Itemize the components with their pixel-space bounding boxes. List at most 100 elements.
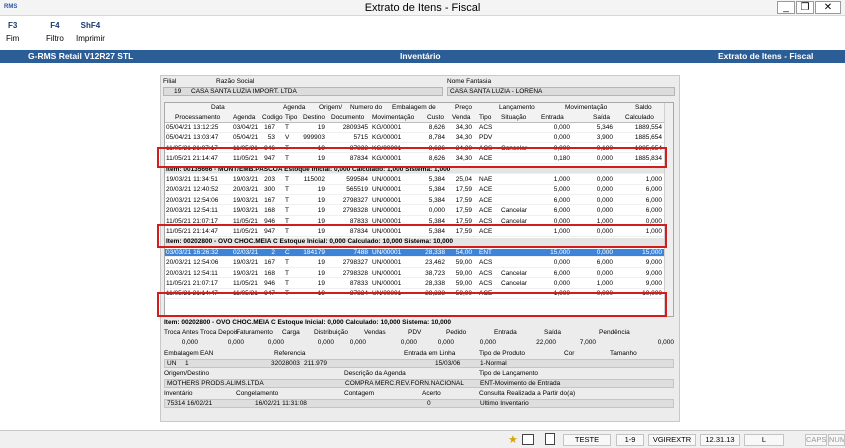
cell: UN/00001 [372,196,402,204]
cell: 0,000 [596,176,613,183]
group-header-row[interactable]: Item: 00135666 - MONT/EMB.PASCOA Estoque… [165,165,665,175]
table-row[interactable]: 11/05/21 21:07:17 11/05/21 946 T 19 87833 UN/0… [165,280,665,289]
col-entrada[interactable]: Entrada [541,114,564,121]
cell: 19 [317,186,325,194]
origem-row: MOTHERS PRODS.ALIMS.LTDA COMPRA MERC.REV… [164,379,674,388]
table-row[interactable]: 11/05/21 21:14:47 11/05/21 947 T 19 87834 KG/0… [165,155,665,164]
col-movimentacao[interactable]: Movimentação [372,114,415,121]
cell: 19 [317,280,325,287]
window-titlebar: RMS Extrato de Itens - Fiscal _ ❐ ✕ [0,0,845,16]
fim-button[interactable]: F3 Fim [6,21,20,43]
table-row[interactable]: 03/03/21 16:26:32 02/03/21 2 C 184179 7488 UN/… [165,248,665,258]
table-row[interactable]: 20/03/21 12:54:11 19/03/21 168 T 19 2798328 UN… [165,207,665,216]
cell: T [285,259,289,267]
cell: 1,000 [596,280,613,287]
cell: 6,000 [596,259,613,267]
cell: 0,000 [428,207,445,215]
cell: 9,000 [645,280,662,287]
col-codigo[interactable]: Codigo [262,114,283,121]
cell: 34,30 [455,155,472,163]
cell: 0,000 [596,196,613,204]
cell: T [285,155,289,163]
cell: 87834 [349,228,368,235]
module-title: Inventário [400,51,441,61]
close-button[interactable]: ✕ [815,1,841,14]
col-tipo[interactable]: Tipo [285,114,298,121]
movimentos-grid[interactable]: Data Agenda Origem/ Numero do Embalagem … [164,102,674,317]
col-custo[interactable]: Custo [427,114,444,121]
cell: 19 [317,196,325,204]
cell: 5,000 [553,186,570,194]
imprimir-button[interactable]: ShF4 Imprimir [76,21,105,43]
star-icon[interactable]: ★ [508,434,518,446]
cell: 19/03/21 [233,269,259,277]
col-processamento[interactable]: Processamento [175,114,221,121]
restore-button[interactable]: ❐ [796,1,814,14]
cell: 203 [264,176,275,183]
cell: 599584 [346,176,368,183]
cell: ACS [479,259,493,267]
col-situacao[interactable]: Situação [501,114,527,121]
clipboard-icon[interactable] [545,433,555,445]
table-row[interactable]: 19/03/21 11:34:51 19/03/21 203 T 115002 59958… [165,176,665,185]
cell: 19 [317,124,325,131]
table-row[interactable]: 20/03/21 12:54:06 19/03/21 167 T 19 2798327 UN… [165,259,665,268]
cell: 300 [264,186,275,194]
table-row[interactable]: 20/03/21 12:54:06 19/03/21 167 T 19 2798327 UN… [165,197,665,206]
cell: ENT [479,248,492,256]
status-caps: CAPS [805,434,827,446]
entrada-linha-value: 15/03/06 [435,360,461,367]
col-agenda[interactable]: Agenda [233,114,256,121]
cell: 03/03/21 16:26:32 [166,248,219,256]
cell: 8,626 [428,155,445,163]
col-destino[interactable]: Destino [303,114,326,121]
cell: 19/03/21 11:34:51 [166,176,218,183]
summary-label: Troca Depois [200,329,239,336]
col-saida[interactable]: Saída [593,114,610,121]
table-row[interactable]: 20/03/21 12:40:52 20/03/21 300 T 19 565519 UN/… [165,186,665,195]
filial-field[interactable]: 19 CASA SANTA LUZIA IMPORT. LTDA [163,87,443,96]
descricao-label: Descrição da Agenda [344,370,406,377]
status-program: VGIREXTR [648,434,696,446]
cell: 999903 [303,134,325,142]
filtro-button[interactable]: F4 Filtro [46,21,64,43]
consulta-label: Consulta Realizada a Partir do(a) [479,390,576,397]
table-row[interactable]: 11/05/21 21:14:47 11/05/21 947 T 19 87834 UN/0… [165,228,665,237]
status-mode: L [744,434,784,446]
col-calculado[interactable]: Calculado [625,114,654,121]
hdr-group-saldo: Saldo [635,104,652,111]
cell: T [285,269,289,277]
congelamento-label: Congelamento [236,390,279,397]
cell: ACS [479,269,493,277]
cell: 167 [264,124,275,131]
table-row[interactable]: 05/04/21 13:12:25 03/04/21 167 T 19 2809345 KG… [165,124,665,133]
cell: 19 [317,269,325,277]
hdr-group-origem: Origem/ [319,104,343,111]
cell: 03/04/21 [233,124,259,131]
cell: 0,000 [553,259,570,267]
cell: ACE [479,228,493,235]
cell: 168 [264,207,275,215]
app-logo: RMS [4,4,18,10]
col-documento[interactable]: Documento [331,114,365,121]
cell: 1,000 [553,228,570,235]
minimize-button[interactable]: _ [777,1,795,14]
col-venda[interactable]: Venda [452,114,471,121]
cell: 3,900 [596,134,613,142]
cell: 6,000 [553,269,570,277]
extrato-panel: Filial Razão Social Nome Fantasia 19 CAS… [157,75,680,422]
grid-scrollbar[interactable] [664,103,673,316]
cell: Cancelar [501,269,528,277]
monitor-icon[interactable] [522,434,534,445]
cell: 6,000 [553,207,570,215]
cell: 167 [264,196,275,204]
cell: 5,346 [596,124,613,131]
cell: 19 [317,207,325,215]
table-row[interactable]: 05/04/21 13:03:47 05/04/21 53 V 999903 5715 KG… [165,134,665,143]
fantasia-field[interactable]: CASA SANTA LUZIA - LORENA [447,87,675,96]
table-row[interactable]: 20/03/21 12:54:11 19/03/21 168 T 19 2798328 UN… [165,270,665,279]
tamanho-label: Tamanho [610,350,637,357]
col-tipo-lanc[interactable]: Tipo [479,114,492,121]
product-version: G-RMS Retail V12R27 STL [28,51,134,61]
cell: 115002 [303,176,325,183]
